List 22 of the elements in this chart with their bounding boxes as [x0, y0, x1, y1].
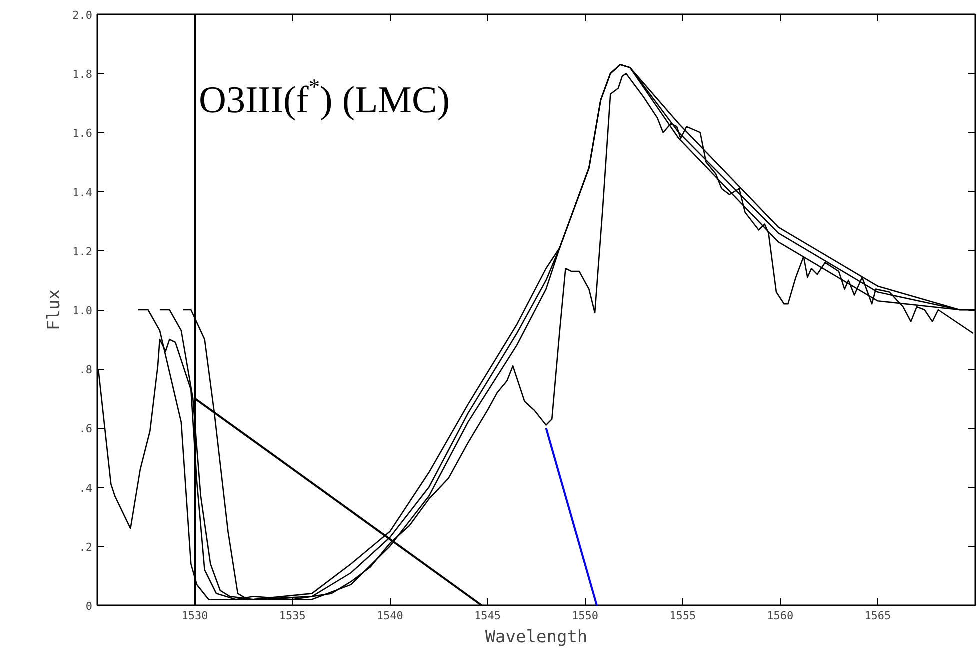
x-tick-label: 1530	[182, 610, 208, 622]
x-tick-label: 1535	[279, 610, 306, 622]
y-tick-label: 1.2	[72, 245, 93, 258]
y-tick-label: 1.6	[72, 127, 93, 140]
y-tick-label: 1.4	[72, 186, 93, 200]
x-tick-label: 1550	[572, 610, 599, 622]
x-tick-label: 1540	[376, 610, 404, 622]
y-tick-label: .4	[79, 482, 93, 495]
y-tick-label: 0	[86, 600, 92, 613]
y-tick-label: .6	[79, 422, 93, 436]
x-tick-label: 1560	[767, 610, 794, 622]
x-tick-label: 1555	[670, 610, 696, 622]
y-tick-label: 1.0	[72, 304, 93, 318]
y-axis-title: Flux	[44, 290, 65, 330]
y-tick-label: .8	[79, 364, 93, 377]
y-tick-label: 1.8	[72, 68, 93, 82]
x-tick-label: 1545	[474, 610, 501, 622]
y-tick-label: 2.0	[72, 9, 93, 22]
x-axis-title: Wavelength	[485, 628, 588, 648]
annotation: O3III(f*) (LMC)	[199, 74, 450, 122]
x-tick-label: 1565	[864, 610, 892, 622]
y-tick-label: .2	[79, 540, 93, 554]
